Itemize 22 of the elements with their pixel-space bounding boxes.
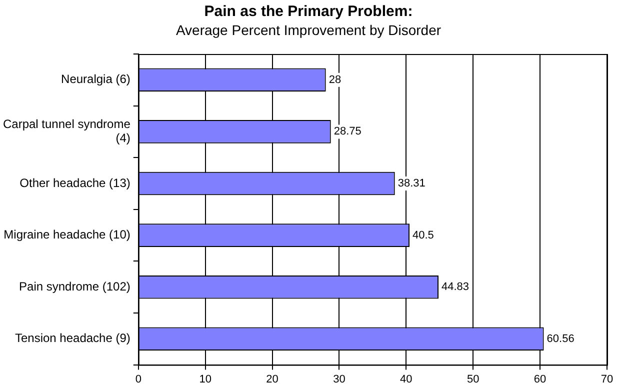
chart-title: Pain as the Primary Problem: — [203, 2, 414, 21]
chart-subtitle: Average Percent Improvement by Disorder — [174, 21, 442, 40]
data-label: 60.56 — [546, 332, 574, 345]
data-label: 28 — [328, 74, 342, 86]
x-tick-label: 70 — [600, 373, 614, 386]
data-label: 38.31 — [398, 178, 426, 190]
x-tick-label: 40 — [400, 373, 412, 386]
y-tick-label: Other headache (13) — [20, 176, 130, 190]
data-label: 44.83 — [442, 281, 470, 294]
y-tick-label: Carpal tunnel syndrome (4) — [2, 116, 131, 146]
data-label: 40.5 — [412, 229, 434, 242]
y-tick-label: Neuralgia (6) — [61, 72, 130, 86]
data-label: 28.75 — [334, 126, 362, 138]
x-tick-label: 50 — [466, 373, 480, 386]
x-tick-label: 10 — [199, 373, 212, 386]
x-tick-label: 20 — [266, 373, 278, 386]
y-tick-label: Tension headache (9) — [14, 331, 130, 346]
y-tick-label: Pain syndrome (102) — [19, 279, 130, 294]
x-tick-label: 0 — [135, 373, 142, 386]
x-tick-label: 30 — [333, 373, 346, 386]
y-tick-label: Migraine headache (10) — [4, 228, 130, 242]
x-tick-label: 60 — [534, 373, 546, 386]
